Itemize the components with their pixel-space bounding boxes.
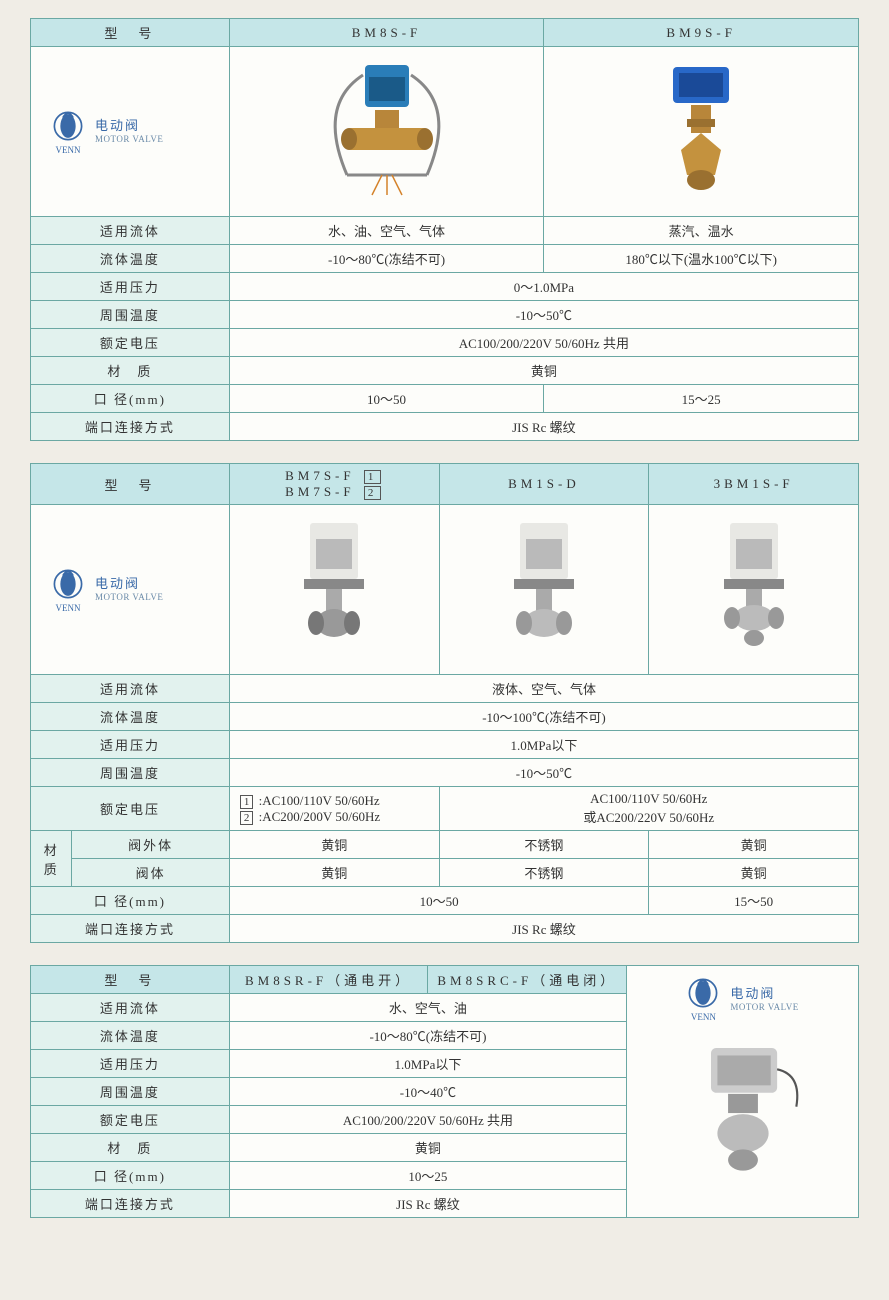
table-row: 型 号 BM8SR-F（通电开） BM8SRC-F（通电闭） VENN 电动阀 …	[31, 966, 859, 994]
row-label: 口 径(mm)	[31, 1162, 230, 1190]
row-label: 额定电压	[31, 787, 230, 831]
product-image-bm7s	[229, 505, 439, 675]
row-label: 端口连接方式	[31, 1190, 230, 1218]
table-row: 型 号 BM7S-F 1 BM7S-F 2 BM1S-D 3BM1S-F	[31, 464, 859, 505]
row-label: 适用流体	[31, 217, 230, 245]
row-label: 口 径(mm)	[31, 385, 230, 413]
cell: 液体、空气、气体	[229, 675, 858, 703]
cell: AC100/200/220V 50/60Hz 共用	[229, 329, 858, 357]
header-model: 型 号	[31, 464, 230, 505]
spec-table-2: 型 号 BM7S-F 1 BM7S-F 2 BM1S-D 3BM1S-F VEN…	[30, 463, 859, 943]
row-label: 材 质	[31, 357, 230, 385]
cell: 180℃以下(温水100℃以下)	[544, 245, 859, 273]
row-label: 口 径(mm)	[31, 887, 230, 915]
row-label: 流体温度	[31, 245, 230, 273]
header-model: 型 号	[31, 966, 230, 994]
row-label: 阀体	[72, 859, 229, 887]
row-label: 周围温度	[31, 759, 230, 787]
logo-cn: 电动阀	[730, 986, 798, 1002]
cell: -10～50℃	[229, 301, 858, 329]
cell: JIS Rc 螺纹	[229, 413, 858, 441]
row-label: 流体温度	[31, 1022, 230, 1050]
product-image-bm8s	[229, 47, 544, 217]
row-label: 阀外体	[72, 831, 229, 859]
cell: -10～100℃(冻结不可)	[229, 703, 858, 731]
brand-text: VENN	[686, 1012, 720, 1022]
model-bm8src: BM8SRC-F（通电闭）	[428, 966, 627, 994]
cell: JIS Rc 螺纹	[229, 915, 858, 943]
model-bm8s: BM8S-F	[229, 19, 544, 47]
model-3bm1s: 3BM1S-F	[649, 464, 859, 505]
cell: 不锈钢	[439, 859, 649, 887]
row-label: 端口连接方式	[31, 915, 230, 943]
product-image-bm8sr	[673, 1032, 813, 1192]
cell: -10～50℃	[229, 759, 858, 787]
cell: -10～40℃	[229, 1078, 626, 1106]
cell: 1.0MPa以下	[229, 731, 858, 759]
logo-cell: VENN 电动阀 MOTOR VALVE	[31, 505, 230, 675]
row-label: 适用压力	[31, 273, 230, 301]
model-bm1s: BM1S-D	[439, 464, 649, 505]
model-bm7s: BM7S-F 1 BM7S-F 2	[229, 464, 439, 505]
cell: AC100/200/220V 50/60Hz 共用	[229, 1106, 626, 1134]
spec-table-3: 型 号 BM8SR-F（通电开） BM8SRC-F（通电闭） VENN 电动阀 …	[30, 965, 859, 1218]
logo-image-cell: VENN 电动阀 MOTOR VALVE	[627, 966, 859, 1218]
cell: 1 :AC100/110V 50/60Hz 2 :AC200/200V 50/6…	[229, 787, 439, 831]
row-label: 周围温度	[31, 1078, 230, 1106]
cell: 蒸汽、温水	[544, 217, 859, 245]
cell: -10～80℃(冻结不可)	[229, 1022, 626, 1050]
logo-cn: 电动阀	[95, 576, 163, 592]
cell: 15～25	[544, 385, 859, 413]
cell: 黄铜	[229, 357, 858, 385]
cell: 15～50	[649, 887, 859, 915]
row-label: 适用流体	[31, 675, 230, 703]
cell: 黄铜	[229, 1134, 626, 1162]
logo-cn: 电动阀	[95, 118, 163, 134]
cell: 黄铜	[229, 831, 439, 859]
cell: -10～80℃(冻结不可)	[229, 245, 544, 273]
row-label: 周围温度	[31, 301, 230, 329]
cell: 水、空气、油	[229, 994, 626, 1022]
product-image-bm1s	[439, 505, 649, 675]
cell: AC100/110V 50/60Hz或AC200/220V 50/60Hz	[439, 787, 858, 831]
logo-en: MOTOR VALVE	[95, 592, 163, 603]
table-row: 型 号 BM8S-F BM9S-F	[31, 19, 859, 47]
cell: 10～25	[229, 1162, 626, 1190]
logo-en: MOTOR VALVE	[730, 1002, 798, 1013]
row-label: 适用压力	[31, 731, 230, 759]
header-model: 型 号	[31, 19, 230, 47]
cell: 黄铜	[649, 859, 859, 887]
cell: 1.0MPa以下	[229, 1050, 626, 1078]
row-label: 材质	[31, 831, 72, 887]
row-label: 流体温度	[31, 703, 230, 731]
row-label: 适用流体	[31, 994, 230, 1022]
model-bm8sr: BM8SR-F（通电开）	[229, 966, 428, 994]
cell: 0～1.0MPa	[229, 273, 858, 301]
brand-text: VENN	[51, 145, 85, 155]
cell: 10～50	[229, 887, 648, 915]
table-row: VENN 电动阀 MOTOR VALVE	[31, 47, 859, 217]
logo-en: MOTOR VALVE	[95, 134, 163, 145]
cell: 黄铜	[649, 831, 859, 859]
spec-table-1: 型 号 BM8S-F BM9S-F VENN 电动阀 MOTOR VALVE	[30, 18, 859, 441]
row-label: 额定电压	[31, 329, 230, 357]
venn-logo-icon	[51, 109, 85, 143]
cell: JIS Rc 螺纹	[229, 1190, 626, 1218]
venn-logo-icon	[51, 567, 85, 601]
cell: 水、油、空气、气体	[229, 217, 544, 245]
venn-logo-icon	[686, 976, 720, 1010]
cell: 黄铜	[229, 859, 439, 887]
row-label: 材 质	[31, 1134, 230, 1162]
product-image-3bm1s	[649, 505, 859, 675]
cell: 10～50	[229, 385, 544, 413]
logo-cell: VENN 电动阀 MOTOR VALVE	[31, 47, 230, 217]
product-image-bm9s	[544, 47, 859, 217]
model-bm9s: BM9S-F	[544, 19, 859, 47]
brand-text: VENN	[51, 603, 85, 613]
table-row: VENN 电动阀 MOTOR VALVE	[31, 505, 859, 675]
row-label: 端口连接方式	[31, 413, 230, 441]
row-label: 额定电压	[31, 1106, 230, 1134]
row-label: 适用压力	[31, 1050, 230, 1078]
cell: 不锈钢	[439, 831, 649, 859]
